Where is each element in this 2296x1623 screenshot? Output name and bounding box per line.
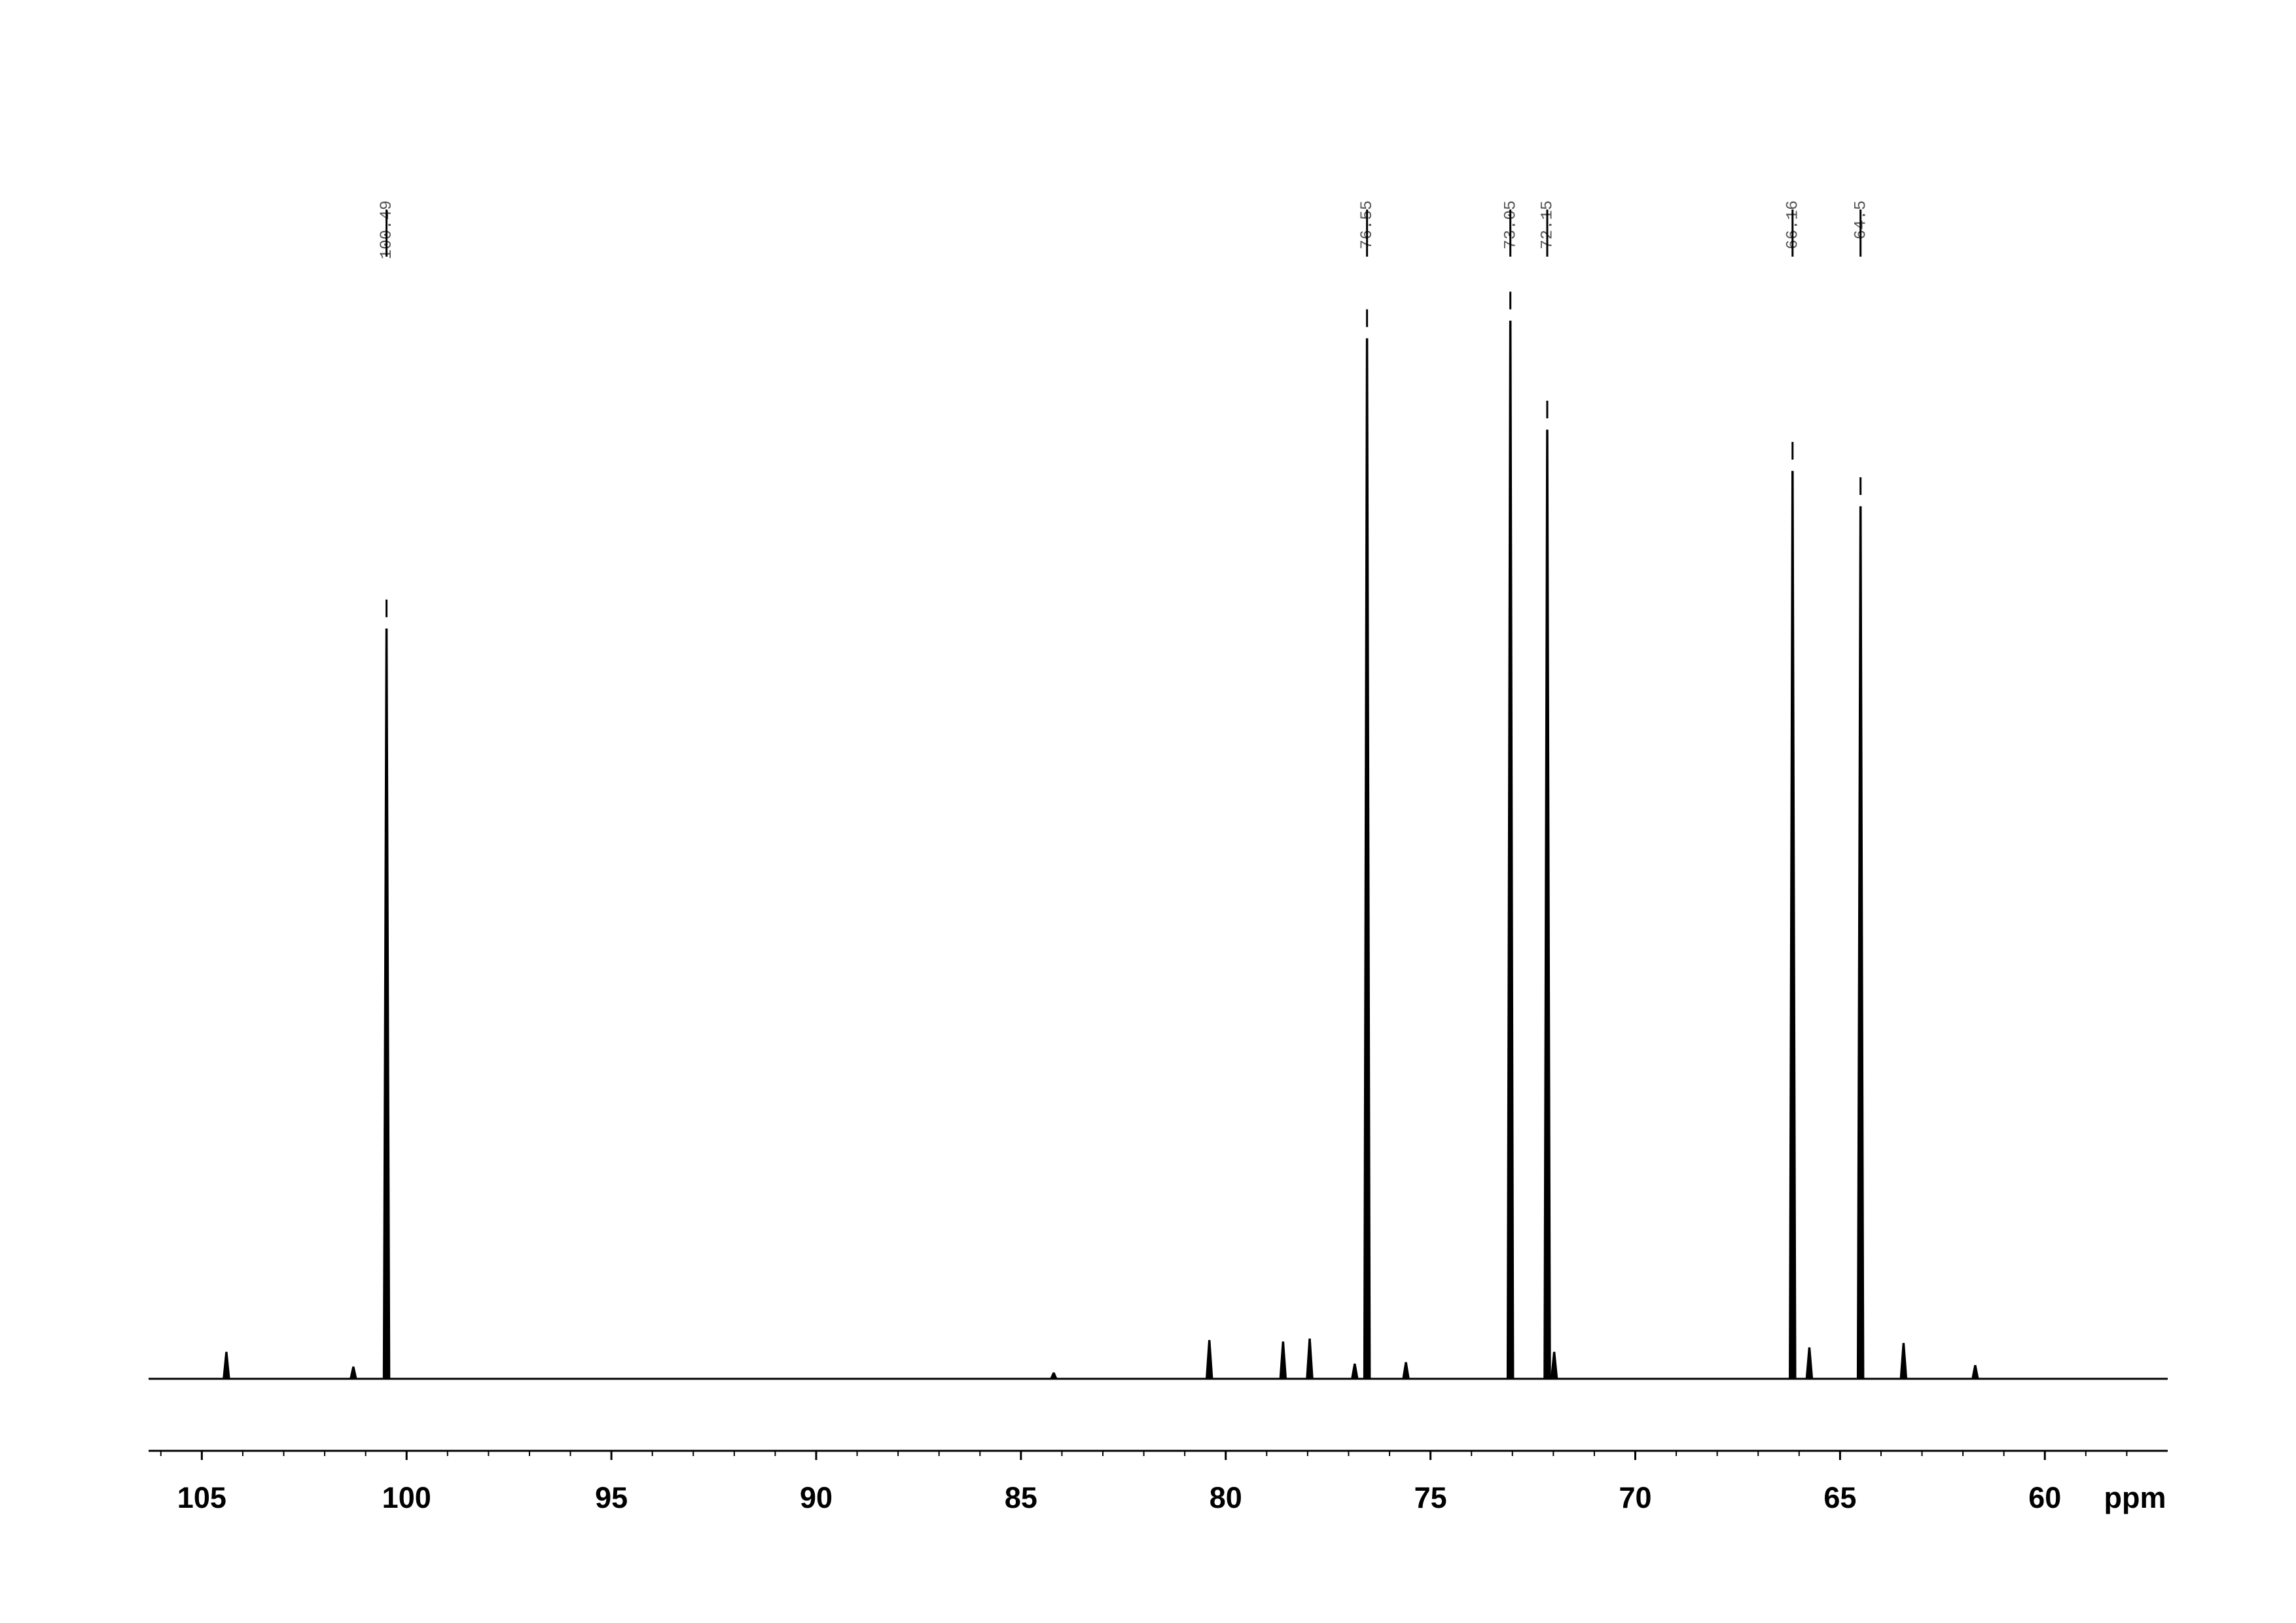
x-tick-label: 60 [2028, 1481, 2061, 1514]
peak [1050, 1372, 1058, 1379]
peak [223, 1351, 230, 1379]
peak [1306, 1338, 1314, 1379]
peak [1506, 320, 1515, 1379]
peak [1899, 1343, 1908, 1379]
peak [1789, 471, 1797, 1379]
peak [1279, 1341, 1287, 1379]
x-tick-label: 90 [800, 1481, 833, 1514]
x-tick-label: 65 [1823, 1481, 1856, 1514]
peak [1543, 429, 1551, 1379]
x-tick-label: 75 [1414, 1481, 1447, 1514]
peak [1402, 1362, 1410, 1379]
x-tick-label: 85 [1005, 1481, 1037, 1514]
x-axis-label: ppm [2104, 1481, 2166, 1514]
peak [1971, 1365, 1979, 1379]
x-tick-label: 80 [1210, 1481, 1242, 1514]
x-tick-label: 100 [382, 1481, 431, 1514]
x-tick-label: 95 [595, 1481, 628, 1514]
peak [1550, 1351, 1558, 1379]
peak [1363, 338, 1371, 1379]
x-tick-label: 105 [177, 1481, 226, 1514]
x-tick-label: 70 [1619, 1481, 1651, 1514]
peak [1856, 506, 1865, 1379]
peak [382, 629, 391, 1379]
peak [1205, 1340, 1213, 1379]
peak [1805, 1347, 1814, 1379]
peak [350, 1366, 357, 1379]
peak [1351, 1363, 1359, 1379]
